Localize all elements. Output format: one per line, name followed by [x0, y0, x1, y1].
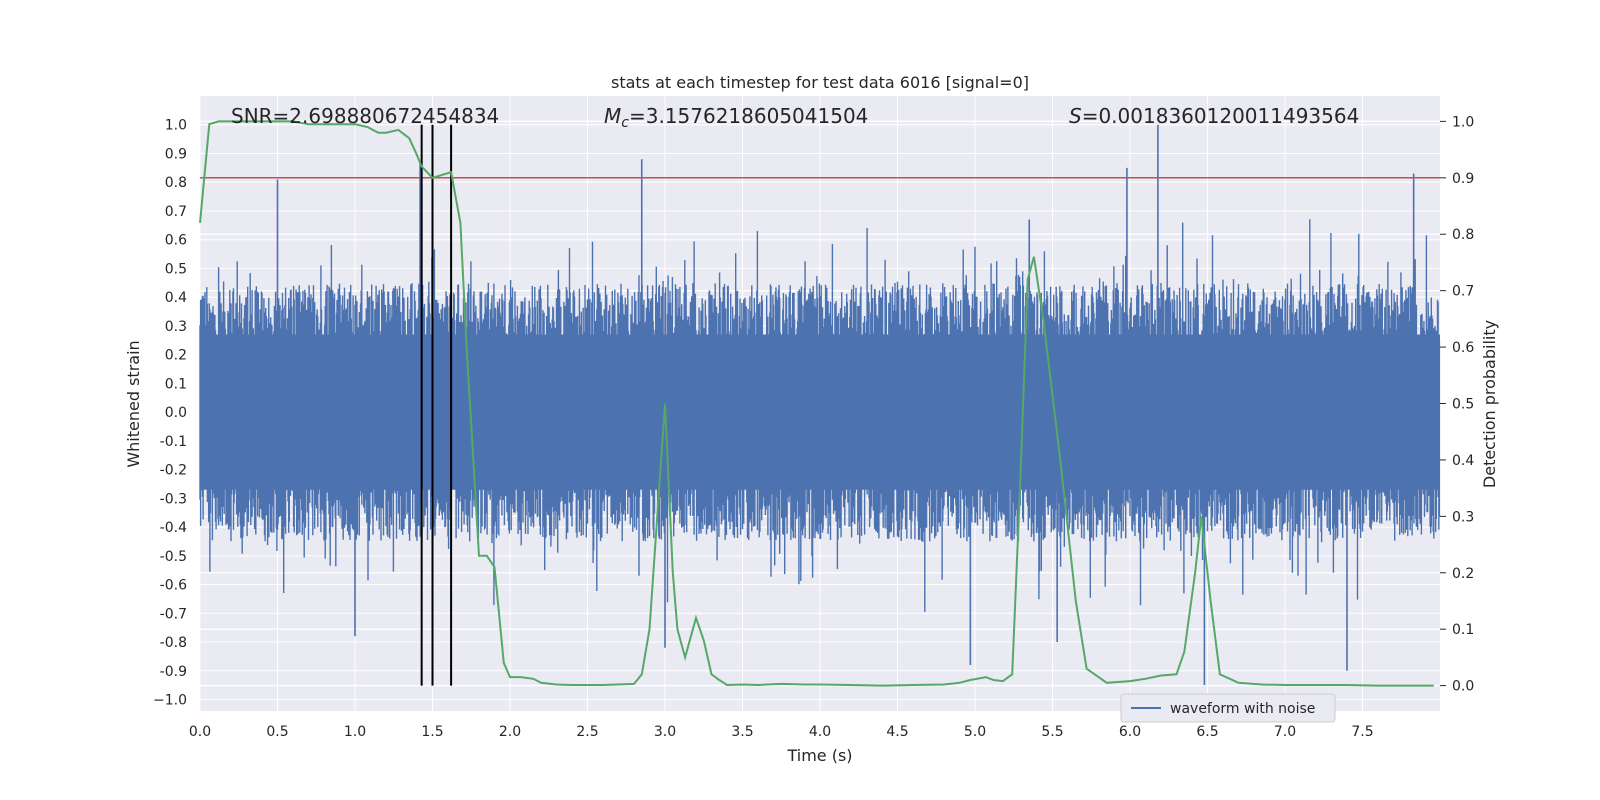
y-tick-label-right: 0.4 — [1452, 453, 1474, 469]
x-tick-label: 6.5 — [1196, 724, 1218, 740]
y-tick-label-left: 0.7 — [165, 204, 187, 220]
y-tick-label-left: -0.7 — [160, 606, 187, 622]
y-tick-label-left: 0.1 — [165, 376, 187, 392]
y-tick-label-right: 0.0 — [1452, 679, 1474, 695]
waveform-series — [199, 124, 1441, 686]
x-axis-label: Time (s) — [786, 746, 852, 765]
overlays — [199, 120, 1440, 687]
y-tick-label-left: -0.6 — [160, 578, 187, 594]
x-tick-label: 6.0 — [1119, 724, 1141, 740]
legend: waveform with noise — [1120, 693, 1336, 723]
y-tick-label-left: -0.5 — [160, 549, 187, 565]
s-value: =0.0018360120011493564 — [1082, 104, 1360, 128]
y-tick-label-left: 0.2 — [165, 348, 187, 364]
y-tick-label-left: 0.3 — [165, 319, 187, 335]
waveform-dense-band — [200, 334, 1440, 490]
y-tick-label-right: 0.1 — [1452, 622, 1474, 638]
y-tick-label-right: 0.6 — [1452, 340, 1474, 356]
y-tick-label-left: 0.5 — [165, 261, 187, 277]
legend-label-waveform: waveform with noise — [1170, 701, 1315, 717]
mc-value: =3.1576218605041504 — [629, 104, 868, 128]
y-tick-label-left: 0.8 — [165, 175, 187, 191]
y-tick-label-left: -0.1 — [160, 434, 187, 450]
x-tick-label: 5.0 — [964, 724, 986, 740]
y-tick-label-left: 0.0 — [165, 405, 187, 421]
y-axis-label-left: Whitened strain — [124, 340, 143, 467]
y-tick-label-right: 0.8 — [1452, 227, 1474, 243]
y-tick-label-right: 0.2 — [1452, 566, 1474, 582]
x-tick-label: 3.5 — [731, 724, 753, 740]
y-tick-label-left: 0.9 — [165, 146, 187, 162]
x-tick-label: 2.0 — [499, 724, 521, 740]
x-tick-label: 2.5 — [576, 724, 598, 740]
y-tick-label-right: 1.0 — [1452, 114, 1474, 130]
snr-annotation: SNR=2.698880672454834 — [231, 104, 499, 128]
y-tick-label-left: 0.4 — [165, 290, 187, 306]
x-tick-label: 3.0 — [654, 724, 676, 740]
y-tick-label-left: 1.0 — [165, 118, 187, 134]
y-tick-label-left: -0.3 — [160, 491, 187, 507]
x-tick-label: 1.5 — [421, 724, 443, 740]
x-tick-label: 0.5 — [266, 724, 288, 740]
ticks: 0.0 0.5 1.0 1.5 2.0 2.5 3.0 3.5 4.0 4.5 5.0 5.5 6.0 6… — [153, 114, 1474, 740]
y-tick-label-right: 0.3 — [1452, 509, 1474, 525]
x-tick-label: 5.5 — [1041, 724, 1063, 740]
x-tick-label: 7.0 — [1274, 724, 1296, 740]
y-axis-label-right: Detection probability — [1480, 320, 1499, 488]
y-tick-label-left: 0.6 — [165, 233, 187, 249]
x-tick-label: 4.5 — [886, 724, 908, 740]
s-symbol: S — [1069, 104, 1082, 128]
x-tick-label: 0.0 — [189, 724, 211, 740]
x-tick-label: 1.0 — [344, 724, 366, 740]
x-tick-label: 7.5 — [1351, 724, 1373, 740]
mc-subscript: c — [621, 115, 629, 131]
y-tick-label-left: -0.2 — [160, 463, 187, 479]
mc-symbol: M — [604, 104, 621, 128]
s-annotation: S=0.0018360120011493564 — [1069, 104, 1359, 128]
chirp-mass-annotation: Mc=3.1576218605041504 — [604, 104, 868, 131]
y-tick-label-right: 0.9 — [1452, 171, 1474, 187]
y-tick-label-right: 0.5 — [1452, 397, 1474, 413]
detection-probability-line — [199, 120, 1434, 687]
legend-box — [1120, 693, 1336, 723]
y-tick-label-left: -0.8 — [160, 635, 187, 651]
y-tick-label-left: −1.0 — [153, 693, 187, 709]
chart-title: stats at each timestep for test data 601… — [611, 73, 1029, 92]
x-tick-label: 4.0 — [809, 724, 831, 740]
y-tick-label-left: -0.4 — [160, 520, 187, 536]
y-tick-label-left: -0.9 — [160, 664, 187, 680]
y-tick-label-right: 0.7 — [1452, 284, 1474, 300]
